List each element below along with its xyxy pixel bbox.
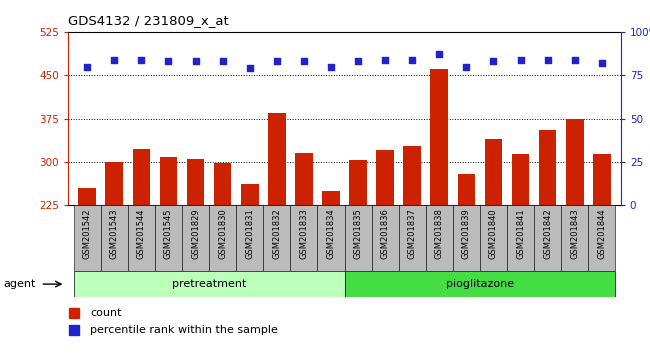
Bar bbox=[430, 69, 448, 205]
Text: GSM201545: GSM201545 bbox=[164, 209, 173, 259]
Bar bbox=[73, 271, 344, 297]
Point bbox=[569, 57, 580, 62]
Bar bbox=[539, 130, 556, 205]
Bar bbox=[561, 205, 588, 271]
Bar bbox=[507, 205, 534, 271]
Point bbox=[217, 58, 228, 64]
Text: GSM201832: GSM201832 bbox=[272, 209, 281, 259]
Bar bbox=[155, 205, 182, 271]
Bar bbox=[404, 146, 421, 205]
Point bbox=[462, 64, 472, 69]
Bar bbox=[344, 205, 372, 271]
Bar bbox=[295, 153, 313, 205]
Point bbox=[407, 57, 417, 62]
Point bbox=[326, 64, 336, 69]
Text: GSM201836: GSM201836 bbox=[381, 209, 389, 259]
Text: count: count bbox=[90, 308, 122, 318]
Point bbox=[82, 64, 92, 69]
Bar bbox=[241, 184, 259, 205]
Point bbox=[190, 58, 201, 64]
Bar bbox=[268, 113, 285, 205]
Point bbox=[380, 57, 390, 62]
Text: GSM201834: GSM201834 bbox=[326, 209, 335, 259]
Bar bbox=[133, 149, 150, 205]
Text: GSM201837: GSM201837 bbox=[408, 209, 417, 259]
Bar bbox=[453, 205, 480, 271]
Bar bbox=[588, 205, 616, 271]
Point bbox=[272, 58, 282, 64]
Bar bbox=[101, 205, 128, 271]
Bar bbox=[458, 173, 475, 205]
Bar bbox=[322, 191, 340, 205]
Bar bbox=[182, 205, 209, 271]
Text: GDS4132 / 231809_x_at: GDS4132 / 231809_x_at bbox=[68, 13, 229, 27]
Point bbox=[244, 65, 255, 71]
Bar bbox=[236, 205, 263, 271]
Text: pretreatment: pretreatment bbox=[172, 279, 246, 289]
Text: GSM201543: GSM201543 bbox=[110, 209, 119, 259]
Bar bbox=[344, 271, 616, 297]
Bar bbox=[214, 163, 231, 205]
Bar bbox=[317, 205, 344, 271]
Bar bbox=[209, 205, 236, 271]
Bar bbox=[263, 205, 291, 271]
Text: GSM201831: GSM201831 bbox=[245, 209, 254, 259]
Text: GSM201841: GSM201841 bbox=[516, 209, 525, 259]
Text: agent: agent bbox=[3, 279, 36, 289]
Point bbox=[488, 58, 499, 64]
Point bbox=[136, 57, 147, 62]
Point bbox=[542, 57, 552, 62]
Text: GSM201844: GSM201844 bbox=[597, 209, 606, 259]
Bar bbox=[128, 205, 155, 271]
Bar bbox=[534, 205, 561, 271]
Bar bbox=[485, 139, 502, 205]
Text: GSM201842: GSM201842 bbox=[543, 209, 552, 259]
Bar bbox=[73, 205, 101, 271]
Bar bbox=[566, 119, 584, 205]
Bar bbox=[398, 205, 426, 271]
Bar bbox=[79, 188, 96, 205]
Bar bbox=[105, 162, 123, 205]
Text: GSM201838: GSM201838 bbox=[435, 209, 444, 259]
Bar bbox=[512, 154, 529, 205]
Point bbox=[299, 58, 309, 64]
Bar bbox=[349, 160, 367, 205]
Text: GSM201835: GSM201835 bbox=[354, 209, 363, 259]
Text: GSM201544: GSM201544 bbox=[137, 209, 146, 259]
Point bbox=[163, 58, 174, 64]
Bar bbox=[160, 157, 177, 205]
Bar bbox=[187, 159, 204, 205]
Bar bbox=[376, 150, 394, 205]
Point bbox=[515, 57, 526, 62]
Bar bbox=[593, 154, 610, 205]
Text: GSM201542: GSM201542 bbox=[83, 209, 92, 259]
Point bbox=[109, 57, 120, 62]
Bar bbox=[480, 205, 507, 271]
Bar bbox=[291, 205, 317, 271]
Text: GSM201839: GSM201839 bbox=[462, 209, 471, 259]
Text: percentile rank within the sample: percentile rank within the sample bbox=[90, 325, 278, 335]
Bar bbox=[426, 205, 453, 271]
Text: GSM201840: GSM201840 bbox=[489, 209, 498, 259]
Point bbox=[597, 60, 607, 66]
Text: pioglitazone: pioglitazone bbox=[446, 279, 514, 289]
Text: GSM201833: GSM201833 bbox=[300, 209, 308, 259]
Text: GSM201830: GSM201830 bbox=[218, 209, 227, 259]
Point bbox=[434, 52, 445, 57]
Text: GSM201829: GSM201829 bbox=[191, 209, 200, 259]
Text: GSM201843: GSM201843 bbox=[570, 209, 579, 259]
Bar bbox=[372, 205, 398, 271]
Point bbox=[353, 58, 363, 64]
